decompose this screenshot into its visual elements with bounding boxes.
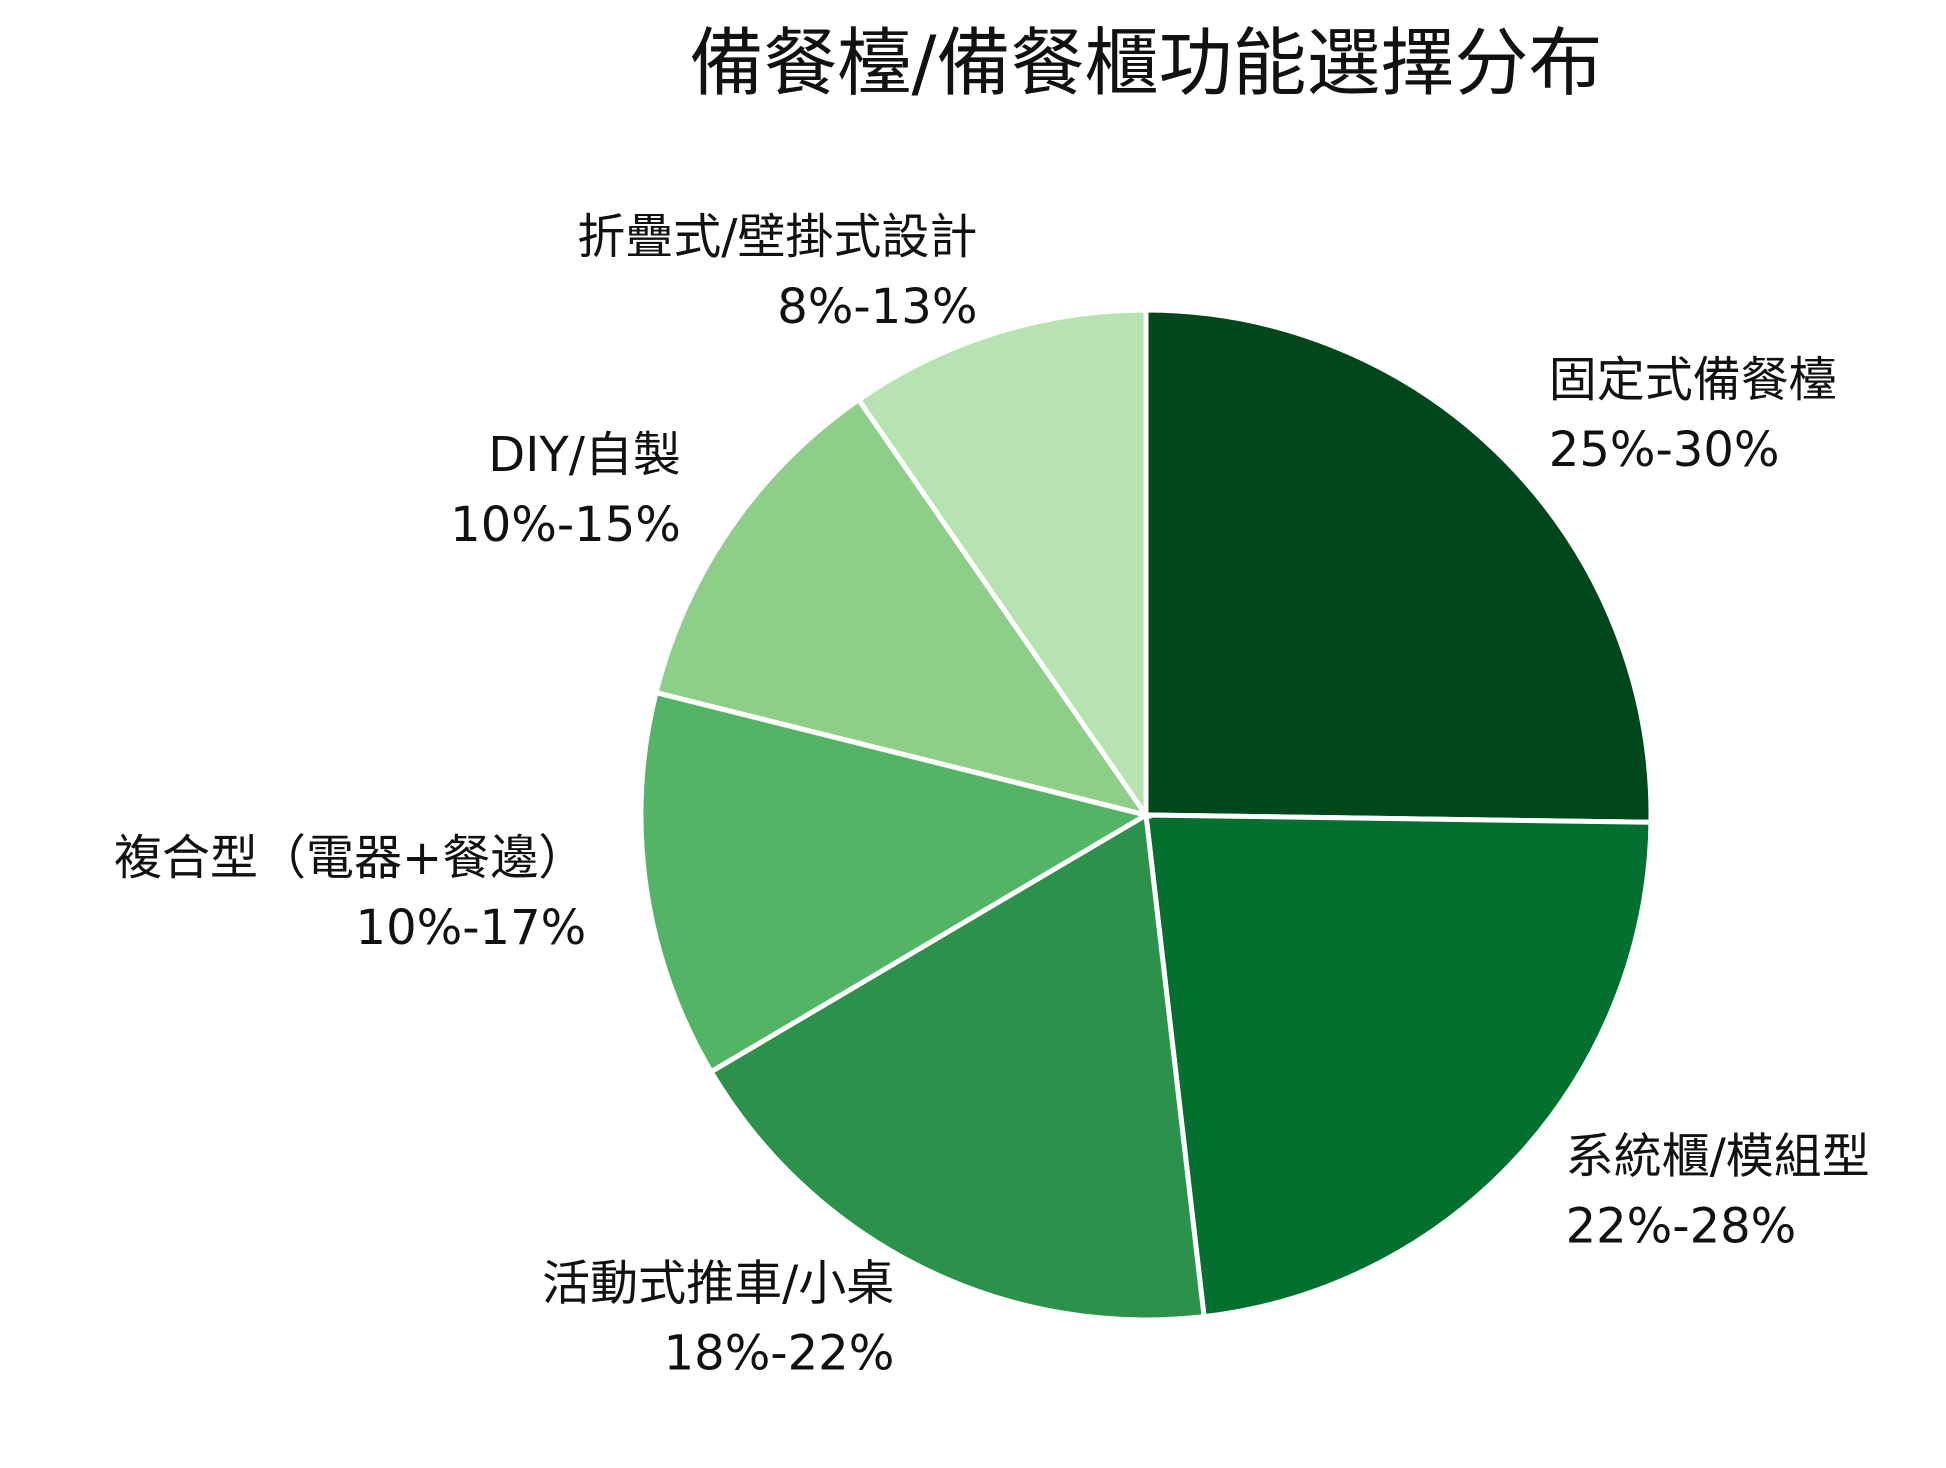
pie-slice (1143, 307, 1654, 825)
value-label: 8%-13% (777, 279, 977, 335)
slice-label: DIY/自製 (488, 427, 681, 483)
slice-label: 系統櫃/模組型 (1566, 1128, 1870, 1184)
pie-slice (638, 689, 1153, 1076)
chart-title: 備餐檯/備餐櫃功能選擇分布 (690, 21, 1603, 107)
slice-label: 複合型（電器+餐邊） (114, 830, 586, 886)
value-label: 18%-22% (664, 1326, 895, 1382)
value-label: 22%-28% (1566, 1198, 1797, 1254)
pie-slice (653, 396, 1152, 820)
pie-slice (855, 307, 1149, 824)
value-label: 10%-15% (450, 497, 681, 553)
pie-slice (1143, 812, 1654, 1320)
slice-label: 折疊式/壁掛式設計 (577, 209, 977, 265)
slice-label: 固定式備餐檯 (1549, 352, 1837, 408)
slice-label: 活動式推車/小桌 (542, 1256, 894, 1312)
value-label: 25%-30% (1549, 422, 1780, 478)
pie-slice (707, 810, 1207, 1323)
value-label: 10%-17% (356, 900, 587, 956)
